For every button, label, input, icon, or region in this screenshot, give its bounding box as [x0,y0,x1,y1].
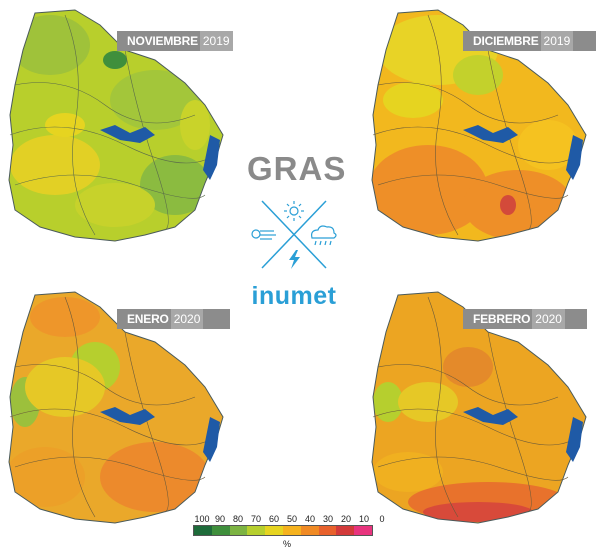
color-legend: 100 90 80 70 60 50 40 30 20 10 0 [193,514,391,536]
legend-tick: 50 [286,514,297,524]
legend-swatch [265,526,283,535]
inumet-logo [244,196,344,271]
page-title: GRAS [247,150,347,187]
legend-swatch [318,526,337,535]
legend-swatch [211,526,230,535]
map-label-febrero: FEBRERO 2020 [463,309,587,329]
legend-tick: 20 [340,514,351,524]
lightning-icon [289,250,300,269]
brand-name: inumet [251,282,337,310]
month-label: ENERO [127,312,169,326]
legend-swatch [247,526,266,535]
sun-icon [284,201,304,221]
wind-icon [251,229,276,240]
map-label-noviembre: NOVIEMBRE 2019 [117,31,233,51]
map-label-enero: ENERO 2020 [117,309,230,329]
month-label: FEBRERO [473,312,531,326]
year-label: 2020 [532,309,565,329]
legend-swatch [282,526,301,535]
legend-color-bar [193,525,373,536]
legend-tick: 100 [194,514,210,524]
legend-swatch [194,526,212,535]
month-label: DICIEMBRE [473,34,539,48]
legend-tick: 30 [322,514,333,524]
legend-swatch [229,526,248,535]
legend-unit: % [283,539,292,549]
map-febrero-2020 [368,287,593,527]
legend-swatch [354,526,372,535]
year-label: 2019 [540,31,574,51]
legend-tick: 90 [214,514,225,524]
legend-tick: 60 [268,514,279,524]
legend-swatch [300,526,319,535]
legend-tick: 0 [379,514,385,524]
legend-tick: 70 [250,514,261,524]
map-label-diciembre: DICIEMBRE 2019 [463,31,596,51]
year-label: 2020 [170,309,204,329]
map-enero-2020 [5,287,230,527]
rain-cloud-icon [311,225,337,246]
legend-tick: 10 [358,514,369,524]
year-label: 2019 [199,31,233,51]
legend-tick: 40 [304,514,315,524]
legend-tick: 80 [232,514,243,524]
legend-swatch [336,526,355,535]
diagonal-line [261,200,327,269]
legend-labels: 100 90 80 70 60 50 40 30 20 10 0 [193,514,391,524]
month-label: NOVIEMBRE [127,34,198,48]
